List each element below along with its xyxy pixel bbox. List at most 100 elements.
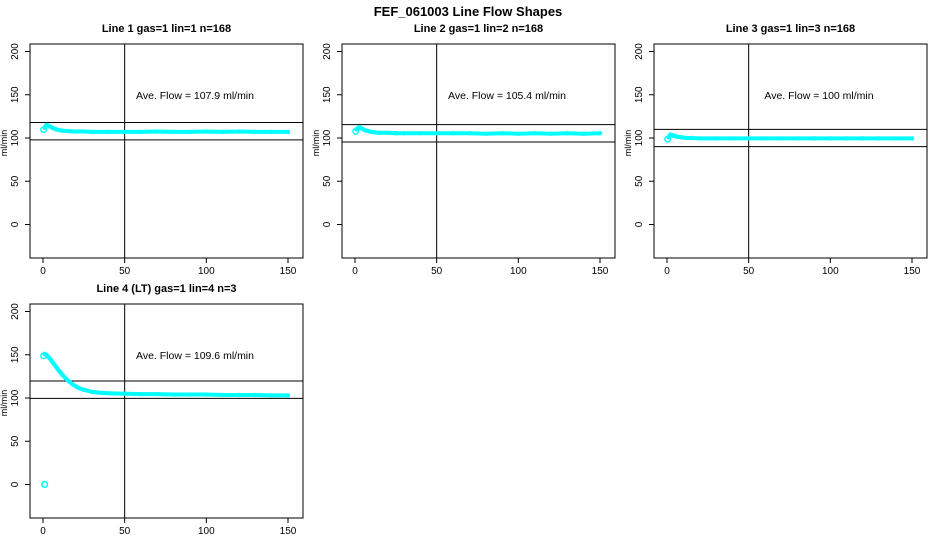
- flow-point: [681, 135, 686, 140]
- flow-point: [155, 391, 160, 397]
- y-tick-label: 50: [634, 175, 645, 187]
- flow-point: [730, 136, 735, 141]
- panel-title: Line 2 gas=1 lin=2 n=168: [414, 23, 543, 35]
- flow-point: [795, 136, 800, 141]
- flow-point: [393, 131, 399, 136]
- flow-point: [97, 390, 103, 396]
- y-tick-label: 0: [634, 221, 645, 227]
- x-tick-label: 150: [904, 266, 921, 277]
- flow-point: [516, 131, 521, 136]
- figure-title: FEF_061003 Line Flow Shapes: [373, 4, 563, 19]
- flow-point: [713, 136, 719, 141]
- y-tick-label: 0: [10, 221, 21, 227]
- flow-point: [57, 128, 62, 133]
- first-flow-marker: [352, 127, 360, 135]
- x-tick-label: 100: [822, 266, 839, 277]
- flow-point: [689, 135, 694, 141]
- flow-point: [779, 136, 784, 141]
- y-tick-label: 200: [322, 43, 333, 60]
- flow-series-band: [354, 125, 602, 136]
- plot-box: [29, 303, 304, 519]
- first-flow-marker: [664, 135, 672, 143]
- flow-point: [60, 372, 65, 378]
- panel-title: Line 3 gas=1 lin=3 n=168: [726, 23, 855, 35]
- x-tick-label: 0: [40, 526, 46, 537]
- flow-point: [893, 136, 898, 141]
- flow-point: [581, 131, 586, 136]
- flow-point: [236, 129, 242, 134]
- flow-point: [369, 129, 374, 135]
- y-tick-label: 150: [10, 86, 21, 103]
- first-flow-marker: [40, 126, 48, 134]
- flow-point: [844, 136, 849, 141]
- flow-point: [877, 136, 882, 141]
- flow-point: [253, 392, 258, 398]
- flow-point: [828, 136, 833, 141]
- x-tick-label: 150: [280, 526, 297, 537]
- y-axis-title: ml/min: [0, 130, 9, 157]
- flow-point: [372, 130, 377, 135]
- y-tick-label: 200: [10, 303, 21, 320]
- flow-point: [762, 136, 768, 141]
- flow-point: [418, 131, 423, 136]
- flow-point: [89, 129, 95, 135]
- flow-point: [377, 130, 382, 136]
- flow-point: [66, 379, 72, 384]
- panel-title: Line 4 (LT) gas=1 lin=4 n=3: [96, 283, 236, 295]
- y-tick-label: 200: [634, 43, 645, 60]
- avg-flow-annotation: Ave. Flow = 109.6 ml/min: [136, 350, 254, 362]
- flow-point: [70, 381, 75, 387]
- flow-point: [81, 129, 87, 134]
- y-tick-label: 150: [10, 346, 21, 363]
- flow-point: [122, 391, 127, 396]
- flow-point: [106, 391, 111, 396]
- x-tick-label: 100: [510, 266, 527, 277]
- x-tick-label: 150: [592, 266, 609, 277]
- flow-point: [171, 392, 176, 397]
- flow-point: [89, 389, 95, 395]
- flow-point: [106, 129, 111, 135]
- avg-flow-annotation: Ave. Flow = 100 ml/min: [764, 90, 873, 102]
- flow-point: [253, 129, 258, 135]
- flow-point: [674, 134, 679, 139]
- flow-point: [565, 131, 570, 136]
- flow-point: [76, 385, 82, 391]
- flow-point: [499, 131, 505, 136]
- x-tick-label: 50: [431, 266, 443, 277]
- flow-point: [811, 136, 817, 141]
- y-tick-label: 50: [322, 175, 333, 187]
- flow-point: [57, 368, 62, 374]
- panel-title: Line 1 gas=1 lin=1 n=168: [102, 23, 231, 35]
- flow-point: [548, 131, 554, 136]
- flow-point: [204, 392, 209, 397]
- y-axis-title: ml/min: [312, 130, 321, 157]
- plot-box: [341, 43, 616, 259]
- flow-point: [697, 136, 702, 141]
- flow-point: [434, 131, 439, 136]
- flow-point: [187, 129, 193, 135]
- flow-point: [60, 128, 65, 133]
- y-tick-label: 50: [10, 435, 21, 447]
- flow-point: [269, 129, 274, 135]
- y-axis-title: ml/min: [0, 390, 9, 417]
- plot-box: [653, 43, 928, 259]
- x-tick-label: 0: [664, 266, 670, 277]
- flow-point: [73, 384, 78, 389]
- flow-point: [684, 135, 689, 141]
- panel-line-3: Line 3 gas=1 lin=3 n=168 0 50 100 150 200 0 50 1…: [624, 23, 928, 277]
- x-tick-label: 0: [352, 266, 358, 277]
- flow-point: [155, 129, 160, 134]
- y-tick-label: 200: [10, 43, 21, 60]
- first-flow-marker: [40, 352, 48, 360]
- y-tick-label: 100: [322, 129, 333, 146]
- flow-point: [138, 129, 144, 135]
- flow-point: [171, 129, 176, 135]
- outlier-flow-point: [41, 480, 49, 489]
- flow-point: [204, 129, 209, 134]
- x-tick-label: 50: [119, 526, 131, 537]
- x-tick-label: 50: [743, 266, 755, 277]
- plot-box: [29, 43, 304, 259]
- flow-point: [220, 392, 225, 398]
- flow-series-band: [666, 132, 914, 141]
- flow-point: [285, 129, 291, 135]
